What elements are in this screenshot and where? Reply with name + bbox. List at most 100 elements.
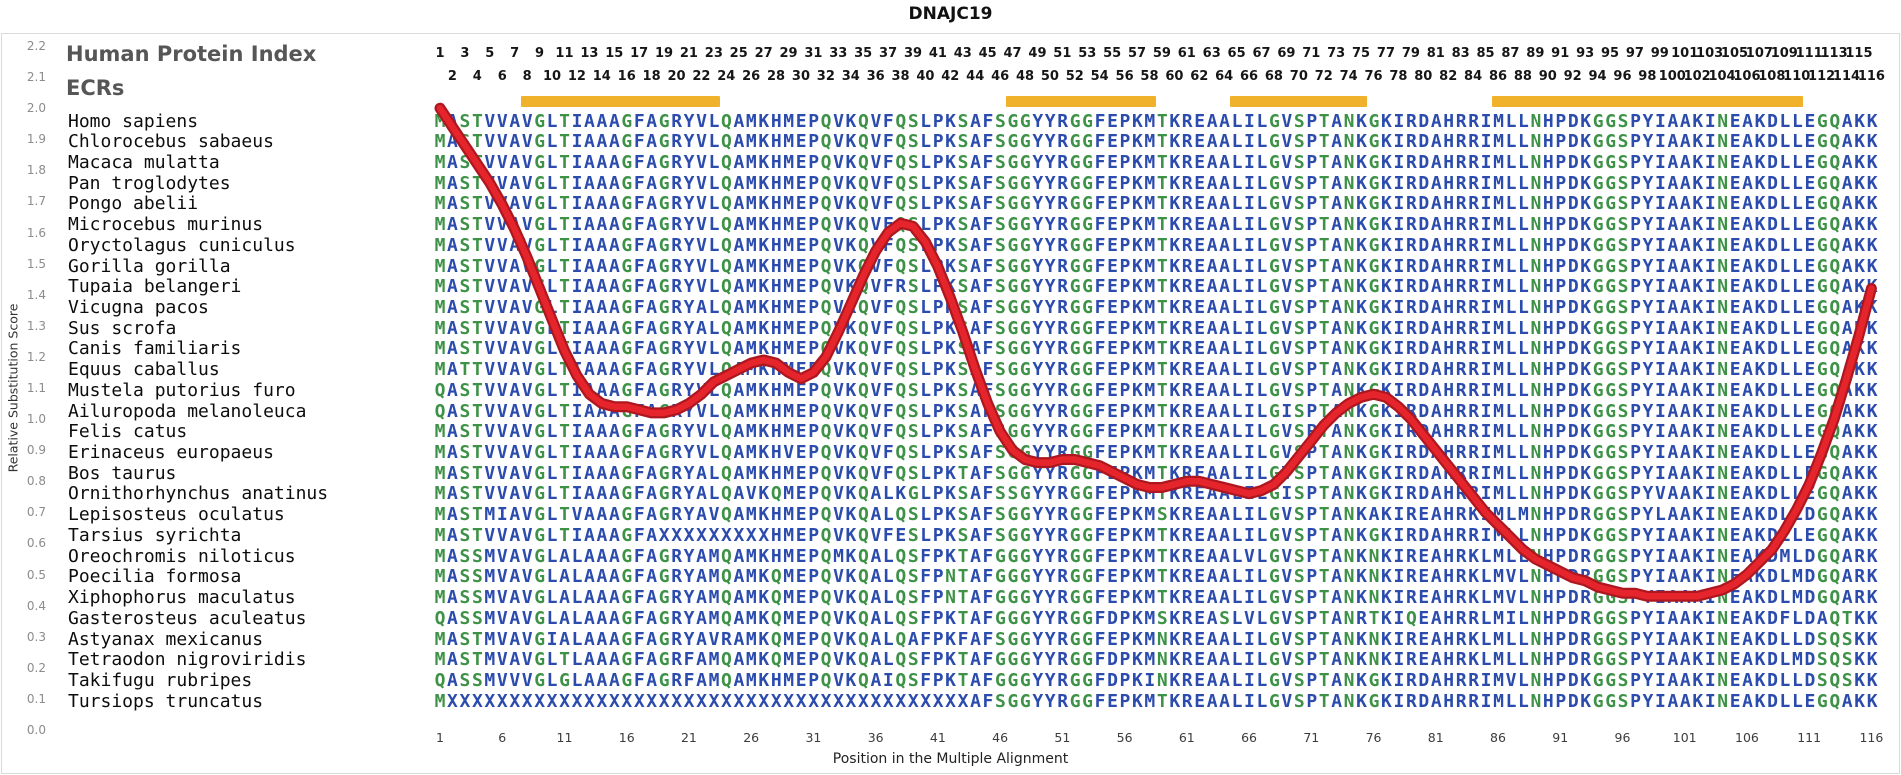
- residue: E: [1107, 172, 1120, 194]
- residue: E: [795, 400, 809, 422]
- residue: V: [1281, 338, 1294, 360]
- residue: G: [658, 110, 672, 132]
- residue: I: [1655, 172, 1668, 194]
- residue: D: [1767, 690, 1780, 712]
- residue: Y: [1032, 151, 1045, 173]
- residue: E: [1729, 483, 1743, 505]
- residue: Q: [895, 379, 908, 401]
- residue: S: [1293, 359, 1307, 381]
- residue: K: [1580, 462, 1593, 484]
- residue: X: [683, 690, 697, 712]
- residue: A: [1219, 193, 1232, 215]
- residue: M: [783, 545, 796, 567]
- residue: K: [1866, 421, 1880, 443]
- residue: M: [745, 669, 759, 691]
- x-tick-label: 56: [1116, 730, 1133, 745]
- residue: A: [1679, 690, 1693, 712]
- residue: L: [1779, 690, 1792, 712]
- residue: L: [1256, 214, 1269, 236]
- residue: S: [994, 214, 1008, 236]
- residue: L: [546, 524, 560, 546]
- residue: H: [770, 379, 784, 401]
- residue: K: [1356, 359, 1369, 381]
- residue: K: [1854, 483, 1867, 505]
- residue: G: [1082, 587, 1095, 609]
- residue: X: [745, 690, 759, 712]
- residue: N: [1717, 669, 1730, 691]
- residue: A: [1679, 421, 1693, 443]
- residue: N: [1717, 524, 1730, 546]
- residue: R: [1854, 587, 1867, 609]
- residue: A: [733, 587, 746, 609]
- residue: K: [1381, 214, 1394, 236]
- residue: H: [770, 110, 784, 132]
- residue: K: [1854, 276, 1867, 298]
- residue: K: [1754, 669, 1768, 691]
- residue: F: [1094, 524, 1108, 546]
- residue: Q: [721, 296, 734, 318]
- residue: N: [1717, 628, 1730, 650]
- residue: A: [1206, 172, 1220, 194]
- residue: G: [1082, 483, 1095, 505]
- residue: T: [1318, 234, 1332, 256]
- residue: L: [708, 442, 722, 464]
- residue: G: [1592, 545, 1606, 567]
- residue: G: [1816, 379, 1830, 401]
- residue: Q: [770, 628, 784, 650]
- residue: K: [758, 379, 771, 401]
- residue: I: [1505, 607, 1519, 629]
- residue: L: [1518, 193, 1531, 215]
- residue: F: [1094, 587, 1108, 609]
- residue: D: [1567, 690, 1581, 712]
- residue: R: [1181, 110, 1195, 132]
- residue: P: [808, 442, 821, 464]
- residue: G: [1592, 151, 1606, 173]
- residue: A: [733, 151, 746, 173]
- index-number-even: 104: [1708, 69, 1736, 84]
- residue: S: [471, 607, 485, 629]
- residue: P: [932, 669, 946, 691]
- residue: V: [1281, 649, 1294, 671]
- residue: D: [1567, 172, 1581, 194]
- residue: S: [957, 193, 971, 215]
- residue: F: [882, 296, 896, 318]
- residue: F: [982, 131, 995, 153]
- residue: S: [459, 607, 472, 629]
- residue: T: [957, 607, 971, 629]
- residue: N: [1530, 131, 1543, 153]
- residue: R: [671, 296, 684, 318]
- residue: I: [571, 524, 585, 546]
- residue: A: [1331, 421, 1344, 443]
- residue: Q: [1829, 607, 1842, 629]
- residue: A: [970, 214, 983, 236]
- residue: P: [1306, 628, 1319, 650]
- residue: A: [1331, 607, 1344, 629]
- residue: G: [534, 255, 547, 277]
- residue: T: [471, 504, 485, 526]
- residue: A: [1430, 524, 1444, 546]
- residue: A: [1667, 234, 1680, 256]
- residue: Q: [820, 214, 834, 236]
- residue: X: [708, 524, 722, 546]
- residue: A: [1841, 110, 1855, 132]
- residue: G: [1592, 317, 1606, 339]
- residue: A: [509, 214, 522, 236]
- residue: M: [1493, 607, 1506, 629]
- residue: E: [1194, 131, 1207, 153]
- residue: A: [1331, 214, 1344, 236]
- residue: K: [1356, 296, 1369, 318]
- residue: D: [1418, 400, 1431, 422]
- species-name: Canis familiaris: [68, 338, 242, 360]
- residue: M: [434, 628, 448, 650]
- residue: S: [459, 545, 472, 567]
- residue: A: [733, 504, 746, 526]
- residue: L: [571, 566, 585, 588]
- residue: L: [1231, 504, 1245, 526]
- residue: E: [1194, 338, 1207, 360]
- residue: G: [621, 276, 634, 298]
- residue: K: [1754, 214, 1768, 236]
- residue: G: [1019, 690, 1033, 712]
- residue: K: [1754, 587, 1768, 609]
- residue: L: [1505, 338, 1519, 360]
- residue: I: [1655, 379, 1668, 401]
